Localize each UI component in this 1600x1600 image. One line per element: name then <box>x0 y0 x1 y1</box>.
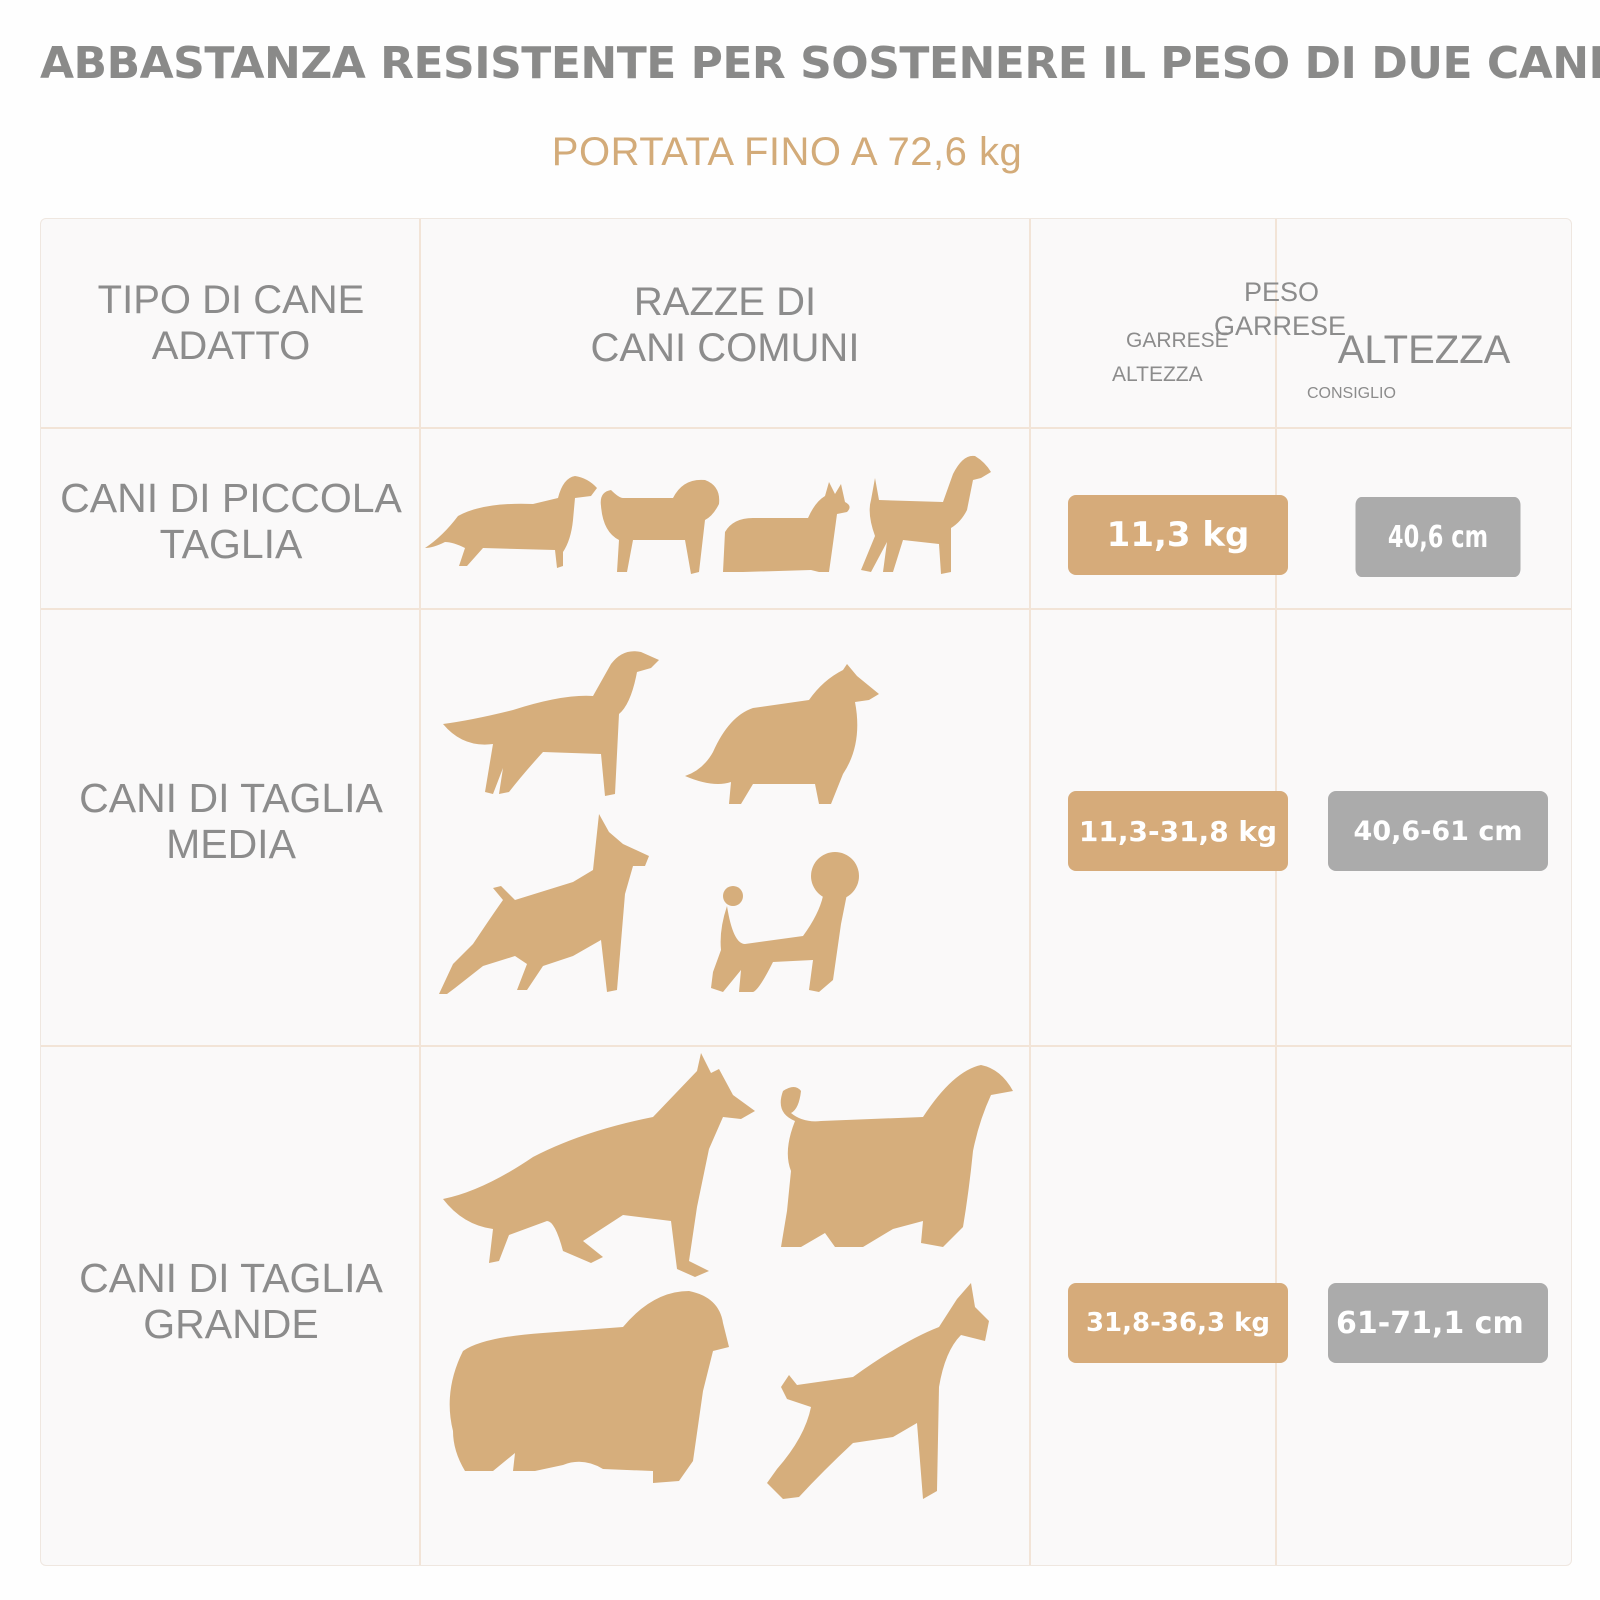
row-label-medium: CANI DI TAGLIA MEDIA <box>79 775 383 867</box>
height-badge-medium: 40,6-61 cm <box>1328 791 1548 871</box>
small-breeds-illustration <box>425 455 991 574</box>
weight-badge-medium: 11,3-31,8 kg <box>1068 791 1288 871</box>
header-consiglio: CONSIGLIO <box>1307 385 1396 402</box>
afghan-hound-icon <box>780 1065 1013 1247</box>
row-label-large: CANI DI TAGLIA GRANDE <box>79 1255 383 1347</box>
header-altezza-small: ALTEZZA <box>1112 363 1203 386</box>
german-shepherd-icon <box>443 1053 755 1277</box>
dachshund-icon <box>425 476 597 568</box>
collie-icon <box>685 664 879 804</box>
weight-badge-small: 11,3 kg <box>1068 495 1288 575</box>
height-badge-small: 40,6 cm <box>1355 497 1521 577</box>
dobermann-icon <box>439 814 649 994</box>
large-breeds-illustration <box>443 1053 1013 1499</box>
header-breeds: RAZZE DI CANI COMUNI <box>590 280 860 370</box>
header-weight-line1: PESO <box>1244 277 1320 307</box>
yorkshire-terrier-icon <box>723 482 850 572</box>
row-label-small: CANI DI PICCOLA TAGLIA <box>60 475 402 567</box>
airedale-terrier-icon <box>861 455 991 574</box>
page-title: ABBASTANZA RESISTENTE PER SOSTENERE IL P… <box>40 38 1600 89</box>
weight-badge-large: 31,8-36,3 kg <box>1068 1283 1288 1363</box>
medium-breeds-illustration <box>439 651 879 994</box>
header-garrese-small: GARRESE <box>1126 329 1229 352</box>
header-height: ALTEZZA <box>1337 328 1511 372</box>
setter-icon <box>443 651 659 796</box>
page-subtitle: PORTATA FINO A 72,6 kg <box>551 130 1023 174</box>
boxer-icon <box>767 1283 989 1499</box>
comparison-table: TIPO DI CANE ADATTO RAZZE DI CANI COMUNI… <box>40 218 1572 1566</box>
pug-icon <box>600 479 720 574</box>
header-dog-type: TIPO DI CANE ADATTO <box>97 278 365 368</box>
header-weight-line2: GARRESE <box>1214 311 1347 341</box>
height-badge-large: 61-71,1 cm <box>1328 1283 1548 1363</box>
newfoundland-icon <box>449 1291 729 1483</box>
poodle-icon <box>711 852 859 992</box>
